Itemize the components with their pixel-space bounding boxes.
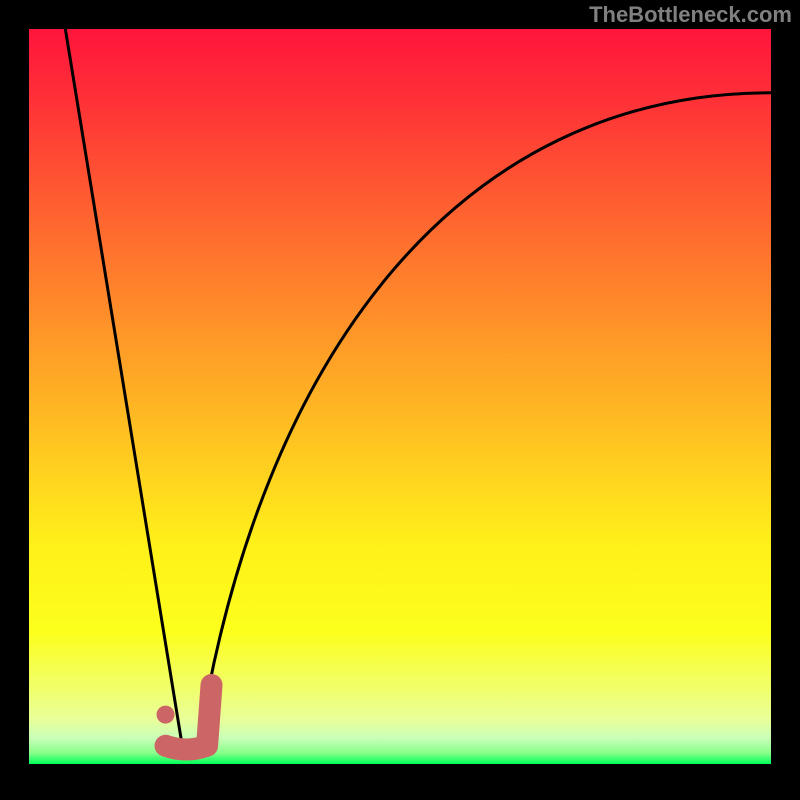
- curve-overlay: [29, 29, 771, 771]
- chart-container: TheBottleneck.com: [0, 0, 800, 800]
- marker-dot: [157, 706, 175, 724]
- watermark-text: TheBottleneck.com: [589, 2, 792, 28]
- plot-area: [29, 29, 771, 771]
